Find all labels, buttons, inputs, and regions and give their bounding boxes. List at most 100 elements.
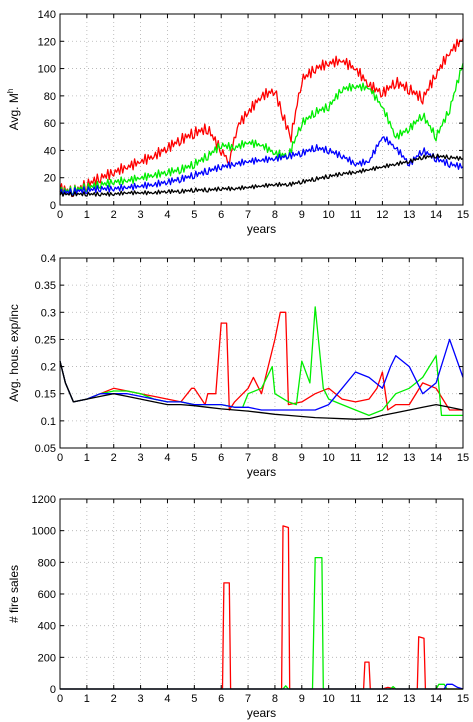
x-tick-label: 13 (403, 693, 415, 705)
y-tick-label: 0 (50, 200, 56, 212)
x-tick-label: 12 (376, 209, 388, 221)
series-line-2 (59, 136, 464, 197)
series-line-0 (60, 525, 463, 690)
grid (60, 499, 463, 689)
y-tick-label: 600 (38, 589, 56, 601)
y-tick-label: 400 (38, 621, 56, 633)
x-tick-label: 10 (323, 693, 335, 705)
x-tick-label: 14 (430, 693, 442, 705)
series-line-1 (59, 62, 464, 196)
x-tick-label: 8 (272, 209, 278, 221)
series-line-1 (59, 306, 463, 417)
x-tick-label: 1 (84, 452, 90, 464)
x-tick-label: 2 (111, 452, 117, 464)
x-tick-label: 0 (57, 452, 63, 464)
series-group (60, 525, 464, 690)
y-tick-label: 40 (44, 145, 56, 157)
x-tick-label: 14 (430, 209, 442, 221)
panel-housing-expense-ratio: 0 1 2 3 4 5 6 7 8 9 10 11 12 13 14 150.050.10.150.20.25… (7, 253, 469, 479)
x-tick-label: 7 (245, 209, 251, 221)
y-axis-label-main: Avg. M (7, 93, 21, 130)
x-axis-label: years (247, 465, 276, 479)
x-tick-label: 9 (299, 693, 305, 705)
x-tick-label: 6 (218, 693, 224, 705)
x-tick-label: 7 (245, 693, 251, 705)
x-tick-label: 11 (350, 693, 361, 705)
x-tick-label: 3 (138, 693, 144, 705)
x-tick-label: 15 (457, 452, 469, 464)
x-tick-label: 6 (218, 452, 224, 464)
x-tick-label: 13 (403, 452, 415, 464)
x-tick-label: 12 (376, 693, 388, 705)
x-tick-label: 10 (323, 209, 335, 221)
x-tick-label: 5 (191, 452, 197, 464)
x-tick-label: 5 (191, 209, 197, 221)
y-tick-label: 0.35 (35, 280, 56, 292)
y-tick-label: 60 (44, 118, 56, 130)
y-tick-label: 0.15 (35, 389, 56, 401)
y-axis-label: Avg. Mh (6, 89, 21, 131)
x-axis-label: years (247, 222, 276, 236)
grid (60, 14, 463, 205)
x-tick-label: 4 (164, 693, 170, 705)
x-tick-label: 9 (299, 209, 305, 221)
y-tick-label: 0.4 (41, 253, 56, 265)
y-tick-label: 0.3 (41, 307, 56, 319)
x-tick-label: 11 (350, 209, 361, 221)
y-tick-label: 20 (44, 173, 56, 185)
grid (60, 258, 463, 448)
series-line-3 (59, 153, 464, 197)
x-axis-label: years (247, 706, 276, 720)
y-tick-label: 1000 (32, 526, 56, 538)
x-tick-label: 6 (218, 209, 224, 221)
x-tick-label: 8 (272, 452, 278, 464)
x-tick-label: 10 (323, 452, 335, 464)
series-line-3 (59, 360, 464, 420)
y-tick-label: 140 (38, 9, 56, 21)
x-tick-label: 1 (84, 209, 90, 221)
panel-fire-sales: 0 1 2 3 4 5 6 7 8 9 10 11 12 13 14 15020040060080010001… (7, 494, 469, 720)
x-tick-label: 11 (350, 452, 361, 464)
series-group (59, 306, 464, 420)
x-tick-label: 7 (245, 452, 251, 464)
y-tick-label: 200 (38, 652, 56, 664)
series-line-2 (60, 683, 464, 690)
x-tick-label: 12 (376, 452, 388, 464)
y-tick-label: 0.2 (41, 362, 56, 374)
y-axis-label: # fire sales (7, 565, 21, 623)
x-tick-label: 4 (164, 209, 170, 221)
series-line-1 (60, 556, 463, 690)
y-axis-label: Avg. hous. exp/inc (7, 304, 21, 402)
x-tick-label: 15 (457, 209, 469, 221)
x-tick-label: 15 (457, 693, 469, 705)
x-tick-label: 14 (430, 452, 442, 464)
y-tick-label: 120 (38, 36, 56, 48)
x-tick-label: 0 (57, 693, 63, 705)
x-tick-label: 0 (57, 209, 63, 221)
x-tick-label: 9 (299, 452, 305, 464)
ticks: 0 1 2 3 4 5 6 7 8 9 10 11 12 13 14 15020040060080010001… (32, 494, 470, 705)
x-tick-label: 4 (164, 452, 170, 464)
x-tick-label: 13 (403, 209, 415, 221)
y-tick-label: 0 (50, 684, 56, 696)
y-tick-label: 0.1 (41, 416, 56, 428)
x-tick-label: 3 (138, 452, 144, 464)
y-tick-label: 0.05 (35, 443, 56, 455)
x-tick-label: 5 (191, 693, 197, 705)
panel-money-holdings: 0 1 2 3 4 5 6 7 8 9 10 11 12 13 14 15020406080100120140… (6, 9, 469, 236)
y-tick-label: 1200 (32, 494, 56, 506)
plot-frame (59, 13, 464, 206)
plot-frame (59, 257, 464, 449)
y-tick-label: 0.25 (35, 334, 56, 346)
y-tick-label: 100 (38, 64, 56, 76)
y-tick-label: 800 (38, 557, 56, 569)
series-line-0 (59, 38, 464, 198)
series-group (59, 38, 464, 198)
y-tick-label: 80 (44, 91, 56, 103)
x-tick-label: 2 (111, 693, 117, 705)
series-line-2 (59, 338, 464, 411)
x-tick-label: 3 (138, 209, 144, 221)
x-tick-label: 2 (111, 209, 117, 221)
